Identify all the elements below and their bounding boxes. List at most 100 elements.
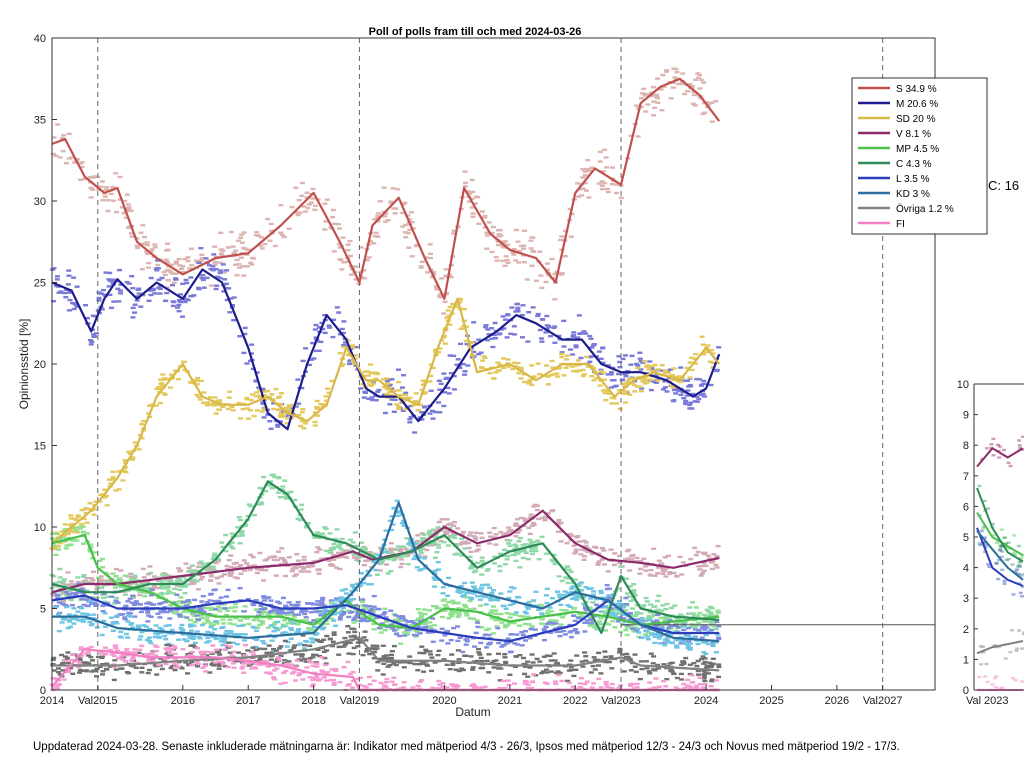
poll-dot xyxy=(412,543,418,546)
poll-dot xyxy=(594,603,600,606)
poll-dot xyxy=(144,625,149,628)
poll-dot xyxy=(333,611,339,614)
poll-dot xyxy=(573,668,579,671)
poll-dot xyxy=(623,392,628,395)
poll-dot xyxy=(649,367,655,370)
poll-dot xyxy=(452,543,458,546)
poll-dot xyxy=(455,649,461,652)
poll-dot xyxy=(166,624,172,627)
poll-dot xyxy=(227,618,233,621)
poll-dot xyxy=(699,657,705,661)
poll-dot xyxy=(429,656,435,659)
poll-dot xyxy=(651,100,657,103)
poll-dot xyxy=(156,593,162,596)
poll-dot xyxy=(452,610,458,614)
poll-dot xyxy=(539,535,545,539)
poll-dot xyxy=(510,602,516,605)
poll-dot xyxy=(223,533,229,537)
poll-dot xyxy=(312,424,318,427)
poll-dot xyxy=(309,637,314,640)
poll-dot xyxy=(340,363,346,366)
poll-dot xyxy=(265,413,271,416)
poll-dot xyxy=(225,588,231,592)
poll-dot xyxy=(549,257,555,261)
poll-dot xyxy=(101,596,107,600)
poll-dot xyxy=(513,259,519,262)
poll-dot xyxy=(323,549,329,552)
poll-dot xyxy=(639,390,645,393)
poll-dot xyxy=(183,562,189,565)
poll-dot xyxy=(551,652,557,655)
poll-dot xyxy=(464,638,470,641)
poll-dot xyxy=(421,392,427,395)
poll-dot xyxy=(85,661,91,664)
poll-dot xyxy=(324,399,329,402)
poll-dot xyxy=(340,607,346,610)
poll-dot xyxy=(524,605,530,608)
poll-dot xyxy=(107,279,113,283)
poll-dot xyxy=(302,647,307,650)
poll-dot xyxy=(217,609,223,613)
poll-dot xyxy=(529,653,535,656)
poll-dot xyxy=(378,562,384,565)
poll-dot xyxy=(224,298,230,302)
poll-dot xyxy=(493,659,499,662)
poll-dot xyxy=(146,266,151,269)
poll-dot xyxy=(91,335,97,338)
poll-dot xyxy=(658,616,664,620)
poll-dot xyxy=(620,382,626,385)
poll-dot xyxy=(340,331,346,335)
poll-dot xyxy=(338,548,344,551)
poll-dot xyxy=(699,384,704,387)
poll-dot xyxy=(639,97,644,100)
poll-dot xyxy=(402,661,408,664)
poll-dot xyxy=(575,583,581,586)
poll-dot xyxy=(303,619,309,622)
poll-dot xyxy=(159,591,165,595)
poll-dot xyxy=(583,607,589,611)
poll-dot xyxy=(94,596,100,599)
poll-dot xyxy=(80,620,86,623)
poll-dot xyxy=(422,537,428,541)
poll-dot xyxy=(77,527,83,530)
poll-dot xyxy=(403,408,409,411)
poll-dot xyxy=(598,372,604,375)
poll-dot xyxy=(367,551,373,554)
poll-dot xyxy=(241,351,247,355)
poll-dot xyxy=(457,591,463,594)
poll-dot xyxy=(568,235,574,238)
poll-dot xyxy=(501,643,507,647)
poll-dot xyxy=(371,628,377,631)
poll-dot xyxy=(431,576,437,579)
poll-dot xyxy=(631,598,636,602)
poll-dot xyxy=(355,610,361,614)
poll-dot xyxy=(109,306,114,310)
poll-dot xyxy=(545,622,551,625)
poll-dot xyxy=(293,186,299,189)
poll-dot xyxy=(709,678,715,681)
poll-dot xyxy=(373,394,378,398)
poll-dot xyxy=(534,504,540,507)
poll-dot xyxy=(501,357,506,360)
poll-dot xyxy=(55,275,60,278)
poll-dot xyxy=(523,630,528,633)
poll-dot xyxy=(228,230,234,234)
poll-dot xyxy=(487,542,493,545)
poll-dot xyxy=(194,259,199,262)
poll-dot xyxy=(208,579,213,582)
poll-dot xyxy=(631,383,637,387)
poll-dot xyxy=(113,489,119,492)
poll-dot xyxy=(530,306,536,309)
poll-dot xyxy=(331,546,337,549)
poll-dot xyxy=(491,605,496,608)
poll-dot xyxy=(99,180,105,183)
poll-dot xyxy=(305,602,311,605)
poll-dot xyxy=(443,268,449,271)
poll-dot xyxy=(68,625,73,629)
poll-dot xyxy=(693,352,699,356)
poll-dot xyxy=(265,626,271,629)
poll-dot xyxy=(176,638,182,641)
poll-dot xyxy=(580,176,586,179)
poll-dot xyxy=(591,379,597,382)
poll-dot xyxy=(240,241,245,244)
